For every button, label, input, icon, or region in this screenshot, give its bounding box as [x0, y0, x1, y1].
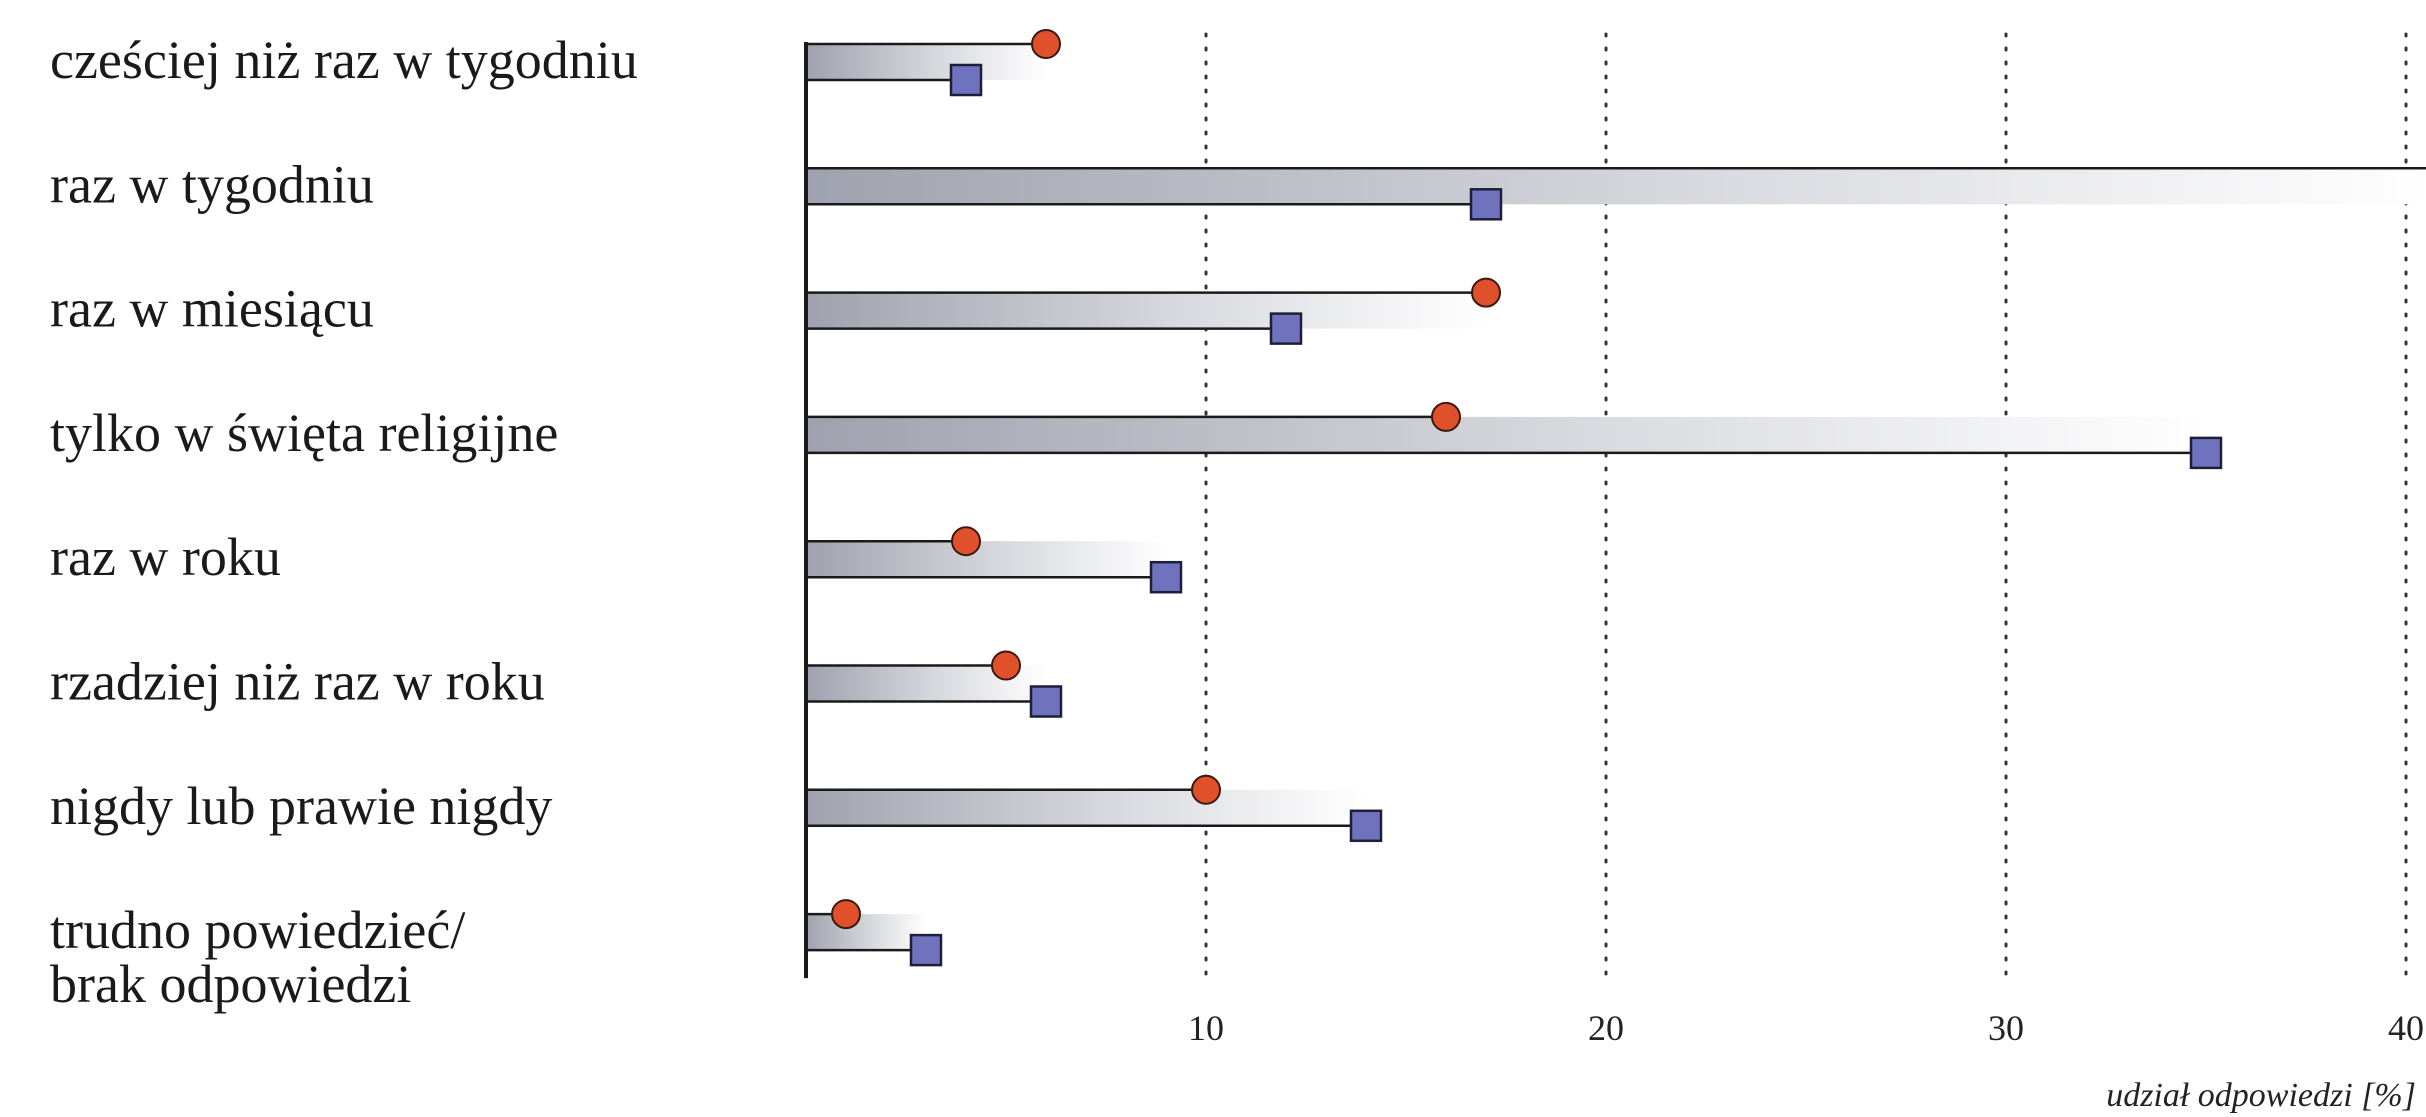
square-marker: [909, 933, 943, 967]
x-tick-label: 20: [1588, 1008, 1624, 1048]
x-tick-label: 30: [1988, 1008, 2024, 1048]
category-label: nigdy lub prawie nigdy: [50, 776, 552, 836]
x-tick-labels: 10 20 30 40: [1188, 1008, 2424, 1048]
bar-band: [806, 292, 1486, 329]
x-tick-label: 40: [2388, 1008, 2424, 1048]
category-label: raz w miesiącu: [50, 279, 374, 339]
circle-marker: [991, 650, 1021, 681]
bar-band: [806, 541, 1166, 578]
circle-marker: [1191, 774, 1221, 805]
square-marker: [1349, 809, 1383, 843]
category-labels: cześciej niż raz w tygodniu raz w tygodni…: [50, 30, 638, 1014]
category-label: raz w roku: [50, 527, 281, 587]
bar-band: [806, 416, 2206, 453]
category-label: raz w tygodniu: [50, 154, 374, 214]
square-marker: [1149, 560, 1183, 594]
x-tick-label: 10: [1188, 1008, 1224, 1048]
circle-marker: [1031, 29, 1061, 59]
square-marker: [1269, 312, 1303, 345]
circle-marker: [1431, 401, 1461, 432]
category-label: rzadziej niż raz w roku: [50, 652, 545, 712]
square-marker: [2189, 436, 2223, 470]
bar-band: [806, 44, 1046, 80]
category-label: brak odpowiedzi: [50, 954, 411, 1014]
x-axis-title: udział odpowiedzi [%]: [2106, 1077, 2416, 1114]
markers: [831, 29, 2223, 967]
circle-marker: [831, 899, 861, 930]
square-marker: [1029, 685, 1063, 718]
square-marker: [1469, 188, 1503, 221]
category-label: trudno powiedzieć/: [50, 900, 465, 960]
square-marker: [949, 63, 983, 97]
category-label: cześciej niż raz w tygodniu: [50, 30, 638, 90]
circle-marker: [951, 526, 981, 557]
category-label: tylko w święta religijne: [50, 403, 558, 463]
bar-band: [806, 789, 1366, 826]
bar-band: [806, 168, 2426, 205]
bars: [806, 42, 2426, 952]
bar-band: [806, 914, 926, 951]
circle-marker: [1471, 277, 1501, 308]
